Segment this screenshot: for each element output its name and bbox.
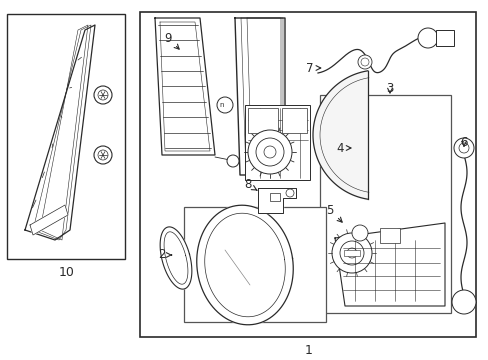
Polygon shape: [25, 25, 95, 240]
Bar: [319, 95, 450, 313]
Circle shape: [247, 130, 291, 174]
Polygon shape: [155, 18, 215, 155]
Bar: [379, 228, 399, 243]
Circle shape: [98, 90, 108, 100]
Circle shape: [217, 97, 232, 113]
Circle shape: [453, 138, 473, 158]
Circle shape: [451, 290, 475, 314]
Text: 4: 4: [336, 141, 350, 154]
Polygon shape: [30, 205, 68, 235]
Polygon shape: [334, 223, 444, 306]
Circle shape: [417, 28, 437, 48]
Text: n: n: [219, 102, 224, 108]
Circle shape: [94, 86, 112, 104]
Circle shape: [94, 146, 112, 164]
Circle shape: [285, 189, 293, 197]
Circle shape: [331, 233, 371, 273]
Circle shape: [357, 55, 371, 69]
Circle shape: [264, 146, 275, 158]
Polygon shape: [160, 227, 191, 289]
Bar: [435, 30, 453, 46]
Polygon shape: [235, 18, 285, 175]
Circle shape: [98, 150, 108, 160]
Bar: [269, 193, 280, 201]
Text: 1: 1: [305, 343, 312, 356]
Bar: [183, 207, 325, 322]
Text: 6: 6: [459, 136, 467, 149]
Circle shape: [226, 155, 239, 167]
Polygon shape: [258, 188, 295, 213]
Text: 5: 5: [325, 203, 342, 222]
Text: 8: 8: [244, 179, 257, 192]
Circle shape: [346, 248, 356, 258]
Polygon shape: [196, 205, 293, 325]
Text: 7: 7: [305, 62, 320, 75]
Circle shape: [339, 241, 363, 265]
Bar: [343, 250, 359, 256]
Bar: [282, 108, 306, 133]
Bar: [140, 12, 475, 337]
Circle shape: [360, 58, 368, 66]
Text: 9: 9: [164, 31, 179, 49]
Circle shape: [458, 143, 468, 153]
Text: 10: 10: [59, 266, 75, 279]
Circle shape: [256, 138, 284, 166]
Bar: [7, 14, 125, 259]
Bar: [244, 105, 309, 180]
Circle shape: [351, 225, 367, 241]
Bar: [247, 108, 278, 133]
Text: 2: 2: [158, 248, 171, 261]
Text: 3: 3: [386, 81, 393, 94]
